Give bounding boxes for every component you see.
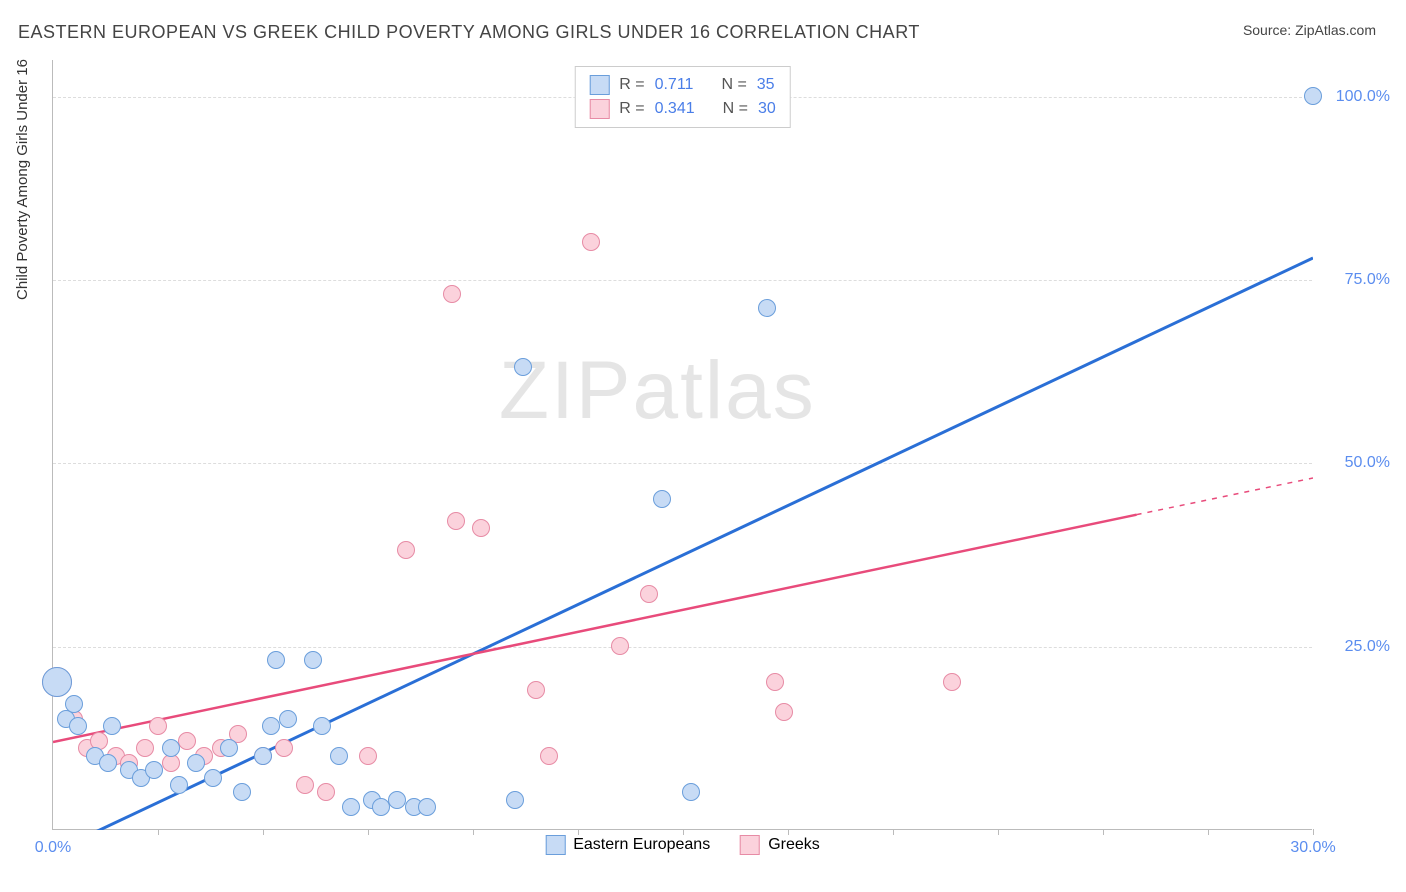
r-value-2: 0.341 [655,100,695,118]
scatter-point [296,776,314,794]
scatter-point [397,541,415,559]
x-tick-label: 0.0% [35,839,71,857]
scatter-point [145,761,163,779]
y-tick-label: 100.0% [1336,88,1390,106]
x-tick-label: 30.0% [1290,839,1335,857]
scatter-point [275,739,293,757]
scatter-point [472,519,490,537]
scatter-point [99,754,117,772]
scatter-point [514,358,532,376]
scatter-point [653,490,671,508]
scatter-point [187,754,205,772]
legend-item-1: Eastern Europeans [545,835,710,855]
scatter-point [540,747,558,765]
y-tick-label: 50.0% [1345,454,1390,472]
scatter-point [611,637,629,655]
regression-lines [53,60,1313,830]
scatter-point [372,798,390,816]
scatter-point [279,710,297,728]
swatch-series-1 [589,75,609,95]
scatter-point [162,739,180,757]
swatch-series-2 [589,99,609,119]
scatter-point [136,739,154,757]
scatter-point [943,673,961,691]
scatter-point [262,717,280,735]
y-axis-label: Child Poverty Among Girls Under 16 [14,59,31,300]
legend-label-1: Eastern Europeans [573,836,710,854]
plot-area: ZIPatlas R = 0.711 N = 35 R = 0.341 N = … [52,60,1312,830]
scatter-point [1304,87,1322,105]
x-tick-mark [1313,829,1314,835]
source-name: ZipAtlas.com [1295,22,1376,38]
legend-item-2: Greeks [740,835,820,855]
scatter-point [42,667,72,697]
scatter-point [103,717,121,735]
scatter-point [254,747,272,765]
scatter-point [443,285,461,303]
scatter-point [330,747,348,765]
scatter-point [527,681,545,699]
scatter-point [304,651,322,669]
scatter-point [682,783,700,801]
scatter-point [758,299,776,317]
scatter-point [313,717,331,735]
scatter-point [775,703,793,721]
scatter-point [506,791,524,809]
scatter-point [317,783,335,801]
scatter-point [65,695,83,713]
legend-row-1: R = 0.711 N = 35 [589,73,776,97]
scatter-point [233,783,251,801]
n-value-2: 30 [758,100,776,118]
legend-label-2: Greeks [768,836,820,854]
scatter-point [359,747,377,765]
scatter-point [766,673,784,691]
y-tick-label: 75.0% [1345,271,1390,289]
scatter-point [69,717,87,735]
scatter-point [178,732,196,750]
scatter-point [220,739,238,757]
scatter-point [582,233,600,251]
legend-row-2: R = 0.341 N = 30 [589,97,776,121]
n-value-1: 35 [757,76,775,94]
series-legend: Eastern Europeans Greeks [545,835,820,855]
scatter-point [342,798,360,816]
y-tick-label: 25.0% [1345,638,1390,656]
swatch-series-2-b [740,835,760,855]
scatter-point [267,651,285,669]
correlation-legend: R = 0.711 N = 35 R = 0.341 N = 30 [574,66,791,128]
source-attribution: Source: ZipAtlas.com [1243,22,1376,38]
scatter-point [170,776,188,794]
scatter-point [640,585,658,603]
r-value-1: 0.711 [655,76,694,94]
scatter-point [204,769,222,787]
source-label: Source: [1243,22,1295,38]
scatter-point [388,791,406,809]
scatter-point [149,717,167,735]
scatter-point [418,798,436,816]
chart-title: EASTERN EUROPEAN VS GREEK CHILD POVERTY … [18,22,920,43]
swatch-series-1-b [545,835,565,855]
scatter-point [447,512,465,530]
